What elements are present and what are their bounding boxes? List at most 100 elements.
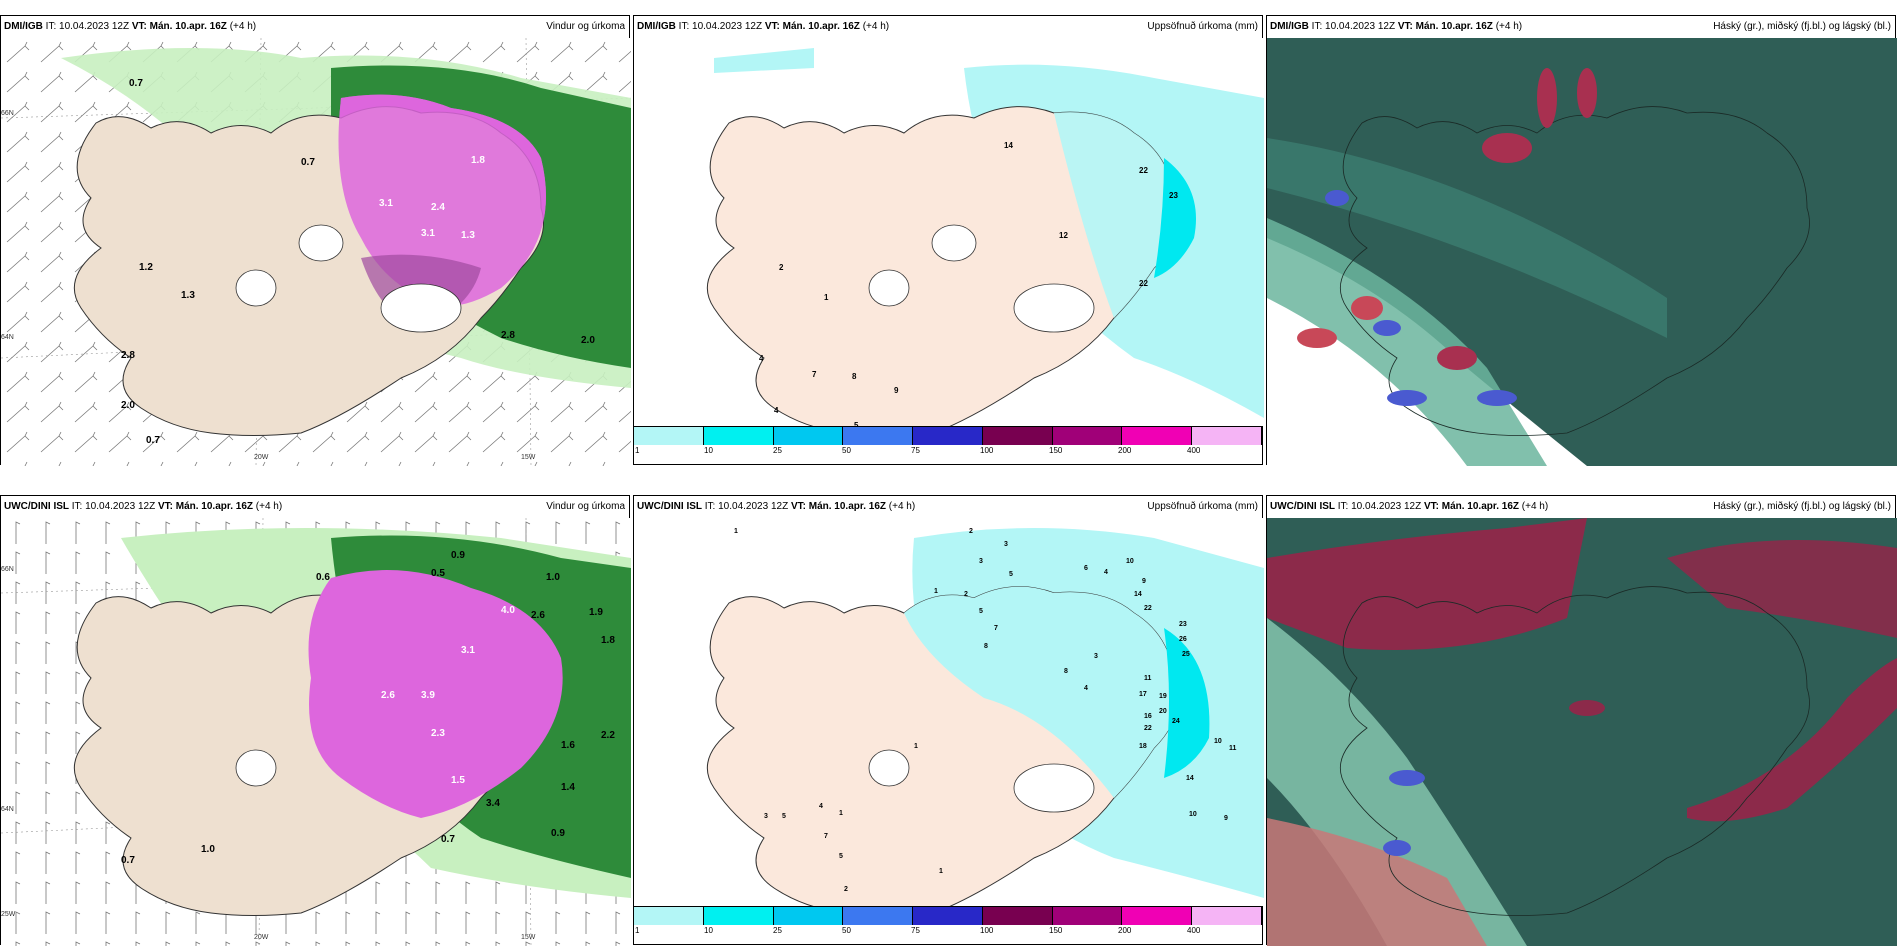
svg-text:1: 1 <box>824 293 829 302</box>
panel-header: UWC/DINI ISL IT: 10.04.2023 12Z VT: Mán.… <box>1 496 629 518</box>
panel-uwc-clouds: UWC/DINI ISL IT: 10.04.2023 12Z VT: Mán.… <box>1266 495 1897 946</box>
init-time: IT: 10.04.2023 12Z <box>71 501 156 512</box>
svg-text:0.9: 0.9 <box>551 828 565 839</box>
mid-cloud <box>1383 770 1425 856</box>
init-time: IT: 10.04.2023 12Z <box>1311 21 1396 32</box>
panel-title: Háský (gr.), miðský (fj.bl.) og lágský (… <box>1713 21 1891 32</box>
colorbar-label: 150 <box>1049 926 1063 935</box>
lat-label: 66N <box>1 110 14 117</box>
colorbar-label: 200 <box>1118 926 1132 935</box>
svg-text:2.6: 2.6 <box>381 690 395 701</box>
svg-text:4: 4 <box>774 406 779 415</box>
model-source: UWC/DINI ISL <box>1270 501 1335 512</box>
colorbar-label: 25 <box>773 926 782 935</box>
init-time: IT: 10.04.2023 12Z <box>678 21 763 32</box>
colorbar-label: 10 <box>704 446 713 455</box>
panel-title: Vindur og úrkoma <box>546 21 625 32</box>
lead-time: (+4 h) <box>862 21 890 32</box>
precip-heavy <box>308 570 563 818</box>
init-time: IT: 10.04.2023 12Z <box>704 501 789 512</box>
svg-text:1.0: 1.0 <box>201 844 215 855</box>
svg-text:2.6: 2.6 <box>531 610 545 621</box>
model-source: DMI/IGB <box>1270 21 1309 32</box>
panel-dmi-wind-precip: DMI/IGB IT: 10.04.2023 12Z VT: Mán. 10.a… <box>0 15 631 466</box>
svg-text:1.8: 1.8 <box>601 635 615 646</box>
svg-text:2.4: 2.4 <box>431 202 445 213</box>
colorbar-label: 100 <box>980 926 994 935</box>
svg-text:2.8: 2.8 <box>501 330 515 341</box>
svg-text:1.8: 1.8 <box>471 155 485 166</box>
high-cloud <box>1267 518 1587 650</box>
wind-precip-map: 0.7 0.7 1.2 1.3 3.1 3.1 2.4 1.3 2.8 2.0 … <box>1 38 631 466</box>
svg-text:19: 19 <box>1159 693 1167 700</box>
lead-time: (+4 h) <box>888 501 916 512</box>
init-time: IT: 10.04.2023 12Z <box>1337 501 1422 512</box>
lon-label: 15W <box>521 934 536 941</box>
panel-header: UWC/DINI ISL IT: 10.04.2023 12Z VT: Mán.… <box>634 496 1262 518</box>
svg-text:14: 14 <box>1004 141 1013 150</box>
lead-time: (+4 h) <box>1521 501 1549 512</box>
mid-cloud <box>1325 190 1517 406</box>
panel-dmi-clouds: DMI/IGB IT: 10.04.2023 12Z VT: Mán. 10.a… <box>1266 15 1897 466</box>
svg-text:8: 8 <box>1064 668 1068 675</box>
svg-text:0.7: 0.7 <box>301 157 315 168</box>
panel-title: Vindur og úrkoma <box>546 501 625 512</box>
svg-text:9: 9 <box>1142 578 1146 585</box>
lon-label: 25W <box>1 911 16 918</box>
svg-text:3.1: 3.1 <box>421 228 435 239</box>
svg-text:7: 7 <box>824 833 828 840</box>
high-cloud <box>1297 68 1597 370</box>
svg-text:5: 5 <box>1009 571 1013 578</box>
colorbar-label: 1 <box>635 446 640 455</box>
svg-text:3.1: 3.1 <box>379 198 393 209</box>
svg-text:24: 24 <box>1172 718 1180 725</box>
lon-label: 20W <box>254 934 269 941</box>
iceland-landmass <box>706 106 1177 436</box>
svg-text:26: 26 <box>1179 636 1187 643</box>
svg-text:3: 3 <box>1094 653 1098 660</box>
svg-text:14: 14 <box>1186 775 1194 782</box>
svg-text:1.4: 1.4 <box>561 782 575 793</box>
lat-label: 64N <box>1 806 14 813</box>
precip-values: 0.7 0.7 1.2 1.3 3.1 3.1 2.4 1.3 2.8 2.0 … <box>121 78 595 446</box>
svg-text:0.7: 0.7 <box>129 78 143 89</box>
svg-text:4: 4 <box>759 354 764 363</box>
lead-time: (+4 h) <box>1495 21 1523 32</box>
svg-text:2: 2 <box>779 263 784 272</box>
svg-text:1: 1 <box>934 588 938 595</box>
svg-text:2: 2 <box>969 528 973 535</box>
svg-text:0.5: 0.5 <box>431 568 445 579</box>
svg-text:11: 11 <box>1229 745 1237 752</box>
colorbar-label: 25 <box>773 446 782 455</box>
svg-text:2.0: 2.0 <box>121 400 135 411</box>
cloud-map <box>1267 518 1897 946</box>
svg-text:1.6: 1.6 <box>561 740 575 751</box>
wind-precip-map: 0.9 0.6 0.5 1.0 1.9 1.8 2.6 3.9 4.0 3.1 … <box>1 518 631 946</box>
model-source: DMI/IGB <box>637 21 676 32</box>
svg-text:25: 25 <box>1182 651 1190 658</box>
colorbar-label: 200 <box>1118 446 1132 455</box>
svg-text:1: 1 <box>839 810 843 817</box>
svg-text:1.2: 1.2 <box>139 262 153 273</box>
model-source: UWC/DINI ISL <box>4 501 69 512</box>
svg-text:0.9: 0.9 <box>451 550 465 561</box>
svg-text:2: 2 <box>964 591 968 598</box>
svg-text:3.9: 3.9 <box>421 690 435 701</box>
lead-time: (+4 h) <box>255 501 283 512</box>
svg-text:1.5: 1.5 <box>451 775 465 786</box>
svg-text:4: 4 <box>1084 685 1088 692</box>
svg-text:3.4: 3.4 <box>486 798 500 809</box>
svg-text:1.3: 1.3 <box>181 290 195 301</box>
svg-text:12: 12 <box>1059 231 1068 240</box>
svg-text:1: 1 <box>939 868 943 875</box>
svg-text:22: 22 <box>1139 279 1148 288</box>
svg-text:0.7: 0.7 <box>441 834 455 845</box>
svg-text:2.8: 2.8 <box>121 350 135 361</box>
panel-uwc-wind-precip: UWC/DINI ISL IT: 10.04.2023 12Z VT: Mán.… <box>0 495 631 946</box>
svg-text:11: 11 <box>1144 675 1152 682</box>
svg-text:0.7: 0.7 <box>121 855 135 866</box>
svg-text:1.3: 1.3 <box>461 230 475 241</box>
colorbar-label: 150 <box>1049 446 1063 455</box>
colorbar-label: 75 <box>911 446 920 455</box>
panel-header: DMI/IGB IT: 10.04.2023 12Z VT: Mán. 10.a… <box>634 16 1262 38</box>
